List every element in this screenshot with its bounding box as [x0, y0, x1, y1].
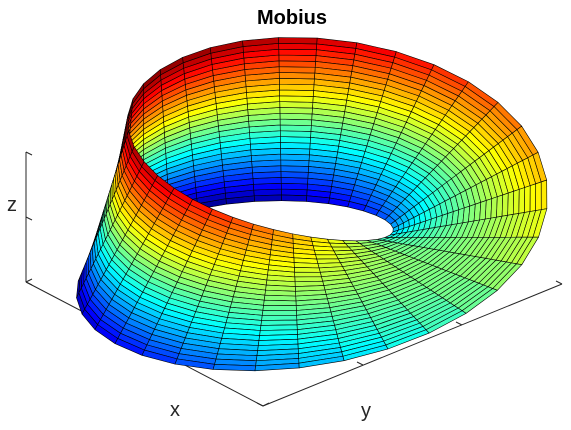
- surface-patch: [263, 299, 297, 307]
- surface-patch: [280, 182, 308, 191]
- surface-patch: [294, 267, 321, 273]
- surface-patch: [261, 314, 298, 321]
- y-axis-ticks: [256, 280, 563, 407]
- surface-patch: [279, 107, 313, 115]
- surface-patch: [280, 171, 309, 179]
- surface-patch: [313, 249, 337, 256]
- surface-patch: [279, 78, 315, 86]
- surface-patch: [524, 185, 531, 213]
- surface-patch: [279, 112, 313, 121]
- z-tick: [25, 281, 33, 286]
- y-tick: [256, 402, 264, 407]
- surface-patch: [535, 181, 542, 211]
- y-axis-label: y: [361, 400, 371, 422]
- z-axis-label: z: [7, 194, 17, 216]
- surface-patch: [261, 310, 297, 316]
- z-axis-ticks: [25, 151, 33, 286]
- surface-patch: [540, 179, 548, 210]
- x-tick: [25, 278, 33, 283]
- chart-title: Mobius: [257, 7, 327, 29]
- y-tick: [555, 280, 563, 285]
- surface-patch: [529, 183, 537, 212]
- z-tick: [25, 151, 33, 156]
- surface-patch: [278, 54, 317, 62]
- surface-patch: [329, 242, 349, 248]
- surface-patch: [315, 254, 339, 260]
- surface-patch: [278, 72, 316, 80]
- surface-patch: [262, 304, 297, 311]
- surface-patch: [501, 192, 509, 217]
- y-tick: [356, 361, 364, 366]
- surface-patch: [278, 60, 316, 68]
- surface-patch: [512, 189, 520, 215]
- surface-patch: [280, 177, 309, 185]
- surface-patch: [278, 66, 316, 74]
- surface-patch: [496, 194, 504, 218]
- surface-patch: [279, 118, 313, 126]
- x-axis-label: x: [170, 399, 180, 421]
- surface-patch: [279, 83, 315, 91]
- surface-patch: [298, 355, 345, 369]
- z-tick: [25, 216, 33, 221]
- surface-patch: [279, 130, 312, 138]
- surface-patch: [280, 153, 310, 161]
- y-axis-line: [262, 283, 563, 407]
- surface-patch: [281, 188, 308, 196]
- surface-patch: [293, 262, 320, 269]
- surface-patch: [279, 124, 312, 132]
- surface-patch: [279, 89, 314, 97]
- x-tick: [262, 402, 270, 407]
- surface-patch: [518, 187, 526, 214]
- y-tick: [455, 321, 463, 326]
- surface-patch: [294, 271, 322, 278]
- surface-patch: [278, 48, 317, 56]
- surface-patch: [280, 136, 311, 144]
- surface-patch: [280, 142, 311, 150]
- surface-patch: [260, 319, 298, 326]
- surface-patch: [507, 190, 515, 216]
- surface-patch: [279, 95, 314, 103]
- surface-patch: [278, 43, 318, 51]
- surface-patch: [278, 37, 318, 45]
- surface-patch: [280, 147, 311, 156]
- surface-patch: [280, 159, 310, 167]
- surface-patch: [280, 165, 310, 173]
- surface-patch: [279, 101, 314, 109]
- mobius-surface: [76, 37, 548, 372]
